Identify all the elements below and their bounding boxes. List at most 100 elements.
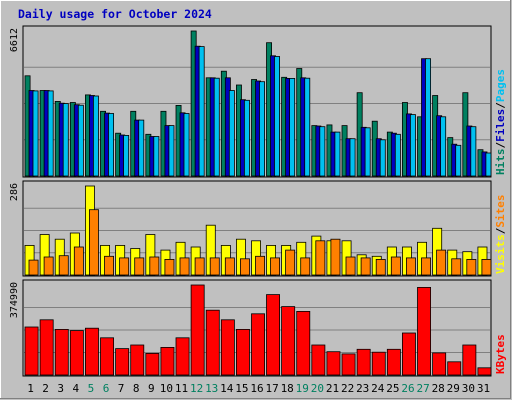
bar-sites-day-28 [436,249,447,276]
bar-pages-day-17 [274,56,280,177]
y-max-label: 6612 [9,28,20,52]
bar-kbytes-day-12 [190,284,205,376]
bar-sites-day-24 [375,258,386,276]
bar-pages-day-14 [228,90,235,177]
legend-entry: Sites [494,195,507,228]
bar-sites-day-22 [345,256,356,276]
bar-sites-day-7 [119,257,130,276]
bar-sites-day-27 [421,257,432,276]
bar-sites-day-23 [360,257,371,276]
bar-pages-day-21 [334,131,341,177]
panel-visits: 286 Visits/Sites [9,180,507,277]
bar-kbytes-day-13 [205,309,220,376]
bar-sites-day-11 [179,257,190,276]
bar-kbytes-day-31 [477,367,492,376]
bar-pages-day-11 [183,113,190,177]
x-tick-label-day-8: 8 [133,382,140,395]
bar-sites-day-13 [209,257,220,276]
bar-pages-day-27 [425,58,431,177]
x-tick-label-day-29: 29 [447,382,460,395]
bar-pages-day-25 [394,133,401,177]
x-tick-label-day-10: 10 [160,382,173,395]
bar-sites-day-5 [89,209,99,276]
x-tick-label-day-23: 23 [356,382,369,395]
bar-pages-day-23 [364,127,371,177]
bar-pages-day-9 [153,136,160,177]
x-tick-label-day-26: 26 [401,382,414,395]
bar-pages-day-19 [304,77,311,177]
bar-kbytes-day-30 [462,344,477,376]
bar-pages-day-5 [93,95,99,177]
panel-kbytes: 374990 KBytes [9,279,507,377]
legend-entry: Visits [494,234,507,274]
bar-sites-day-16 [255,255,266,276]
chart-panels: 6612Hits/Files/Pages286Visits/Sites37499… [9,25,507,377]
bar-sites-day-29 [451,258,462,276]
bar-pages-day-7 [123,134,130,177]
legend-entry: Files [494,109,507,142]
bar-sites-day-2 [43,256,54,276]
bar-kbytes-day-15 [235,328,250,376]
bar-kbytes-day-17 [266,294,281,376]
bar-kbytes-day-8 [130,344,145,376]
bar-sites-day-18 [285,249,296,276]
x-tick-label-day-17: 17 [265,382,278,395]
bar-sites-day-4 [73,246,84,276]
x-tick-label-day-25: 25 [386,382,399,395]
x-tick-label-day-24: 24 [371,382,385,395]
bar-sites-day-15 [239,258,250,276]
bar-sites-day-17 [270,257,281,276]
chart-title: Daily usage for October 2024 [18,7,212,21]
bar-pages-day-8 [138,119,145,177]
bar-pages-day-12 [198,46,205,177]
bar-kbytes-day-23 [356,348,371,376]
bar-pages-day-10 [168,125,175,177]
bar-sites-day-9 [149,256,160,276]
x-tick-label-day-30: 30 [462,382,475,395]
bar-pages-day-30 [470,126,477,177]
x-tick-label-day-21: 21 [326,382,339,395]
bar-pages-day-16 [259,81,265,177]
bar-pages-day-13 [213,77,220,177]
x-tick-label-day-4: 4 [72,382,79,395]
bar-pages-day-28 [440,116,447,177]
bar-sites-day-20 [315,240,326,276]
x-tick-label-day-2: 2 [42,382,49,395]
bar-kbytes-day-22 [341,353,356,376]
bar-kbytes-day-21 [326,351,341,376]
bar-sites-day-14 [224,257,235,276]
y-max-label: 374990 [9,282,20,318]
bar-sites-day-26 [405,257,416,276]
bar-kbytes-day-5 [85,327,99,376]
x-tick-label-day-7: 7 [118,382,125,395]
bar-kbytes-day-2 [39,319,54,376]
bar-pages-day-22 [349,138,356,177]
bar-pages-day-24 [379,139,386,177]
x-tick-label-day-12: 12 [190,382,203,395]
bar-pages-day-29 [455,144,462,177]
bar-kbytes-day-29 [447,361,462,376]
bar-sites-day-19 [300,257,311,276]
bar-kbytes-day-7 [115,348,130,376]
legend-visits: Visits/Sites [494,195,507,275]
bar-kbytes-day-28 [432,352,447,376]
x-tick-label-day-16: 16 [250,382,263,395]
x-tick-label-day-13: 13 [205,382,218,395]
x-tick-label-day-31: 31 [477,382,490,395]
bar-kbytes-day-11 [175,337,190,376]
x-tick-label-day-9: 9 [148,382,155,395]
legend-entry: / [494,142,507,149]
x-tick-label-day-19: 19 [296,382,309,395]
x-tick-label-day-27: 27 [416,382,429,395]
bar-sites-day-1 [28,259,39,276]
bar-sites-day-10 [164,258,175,276]
x-axis-day-labels: 1 2 3 4 5 6 7 8 9 10 11 12 13 14 15 16 17 18 19 20 21 22 23 24 2… [27,382,490,395]
x-tick-label-day-18: 18 [281,382,294,395]
x-tick-label-day-14: 14 [220,382,234,395]
x-tick-label-day-11: 11 [175,382,188,395]
bar-sites-day-6 [104,255,115,276]
bar-pages-day-1 [32,90,39,177]
bar-sites-day-21 [330,238,341,276]
